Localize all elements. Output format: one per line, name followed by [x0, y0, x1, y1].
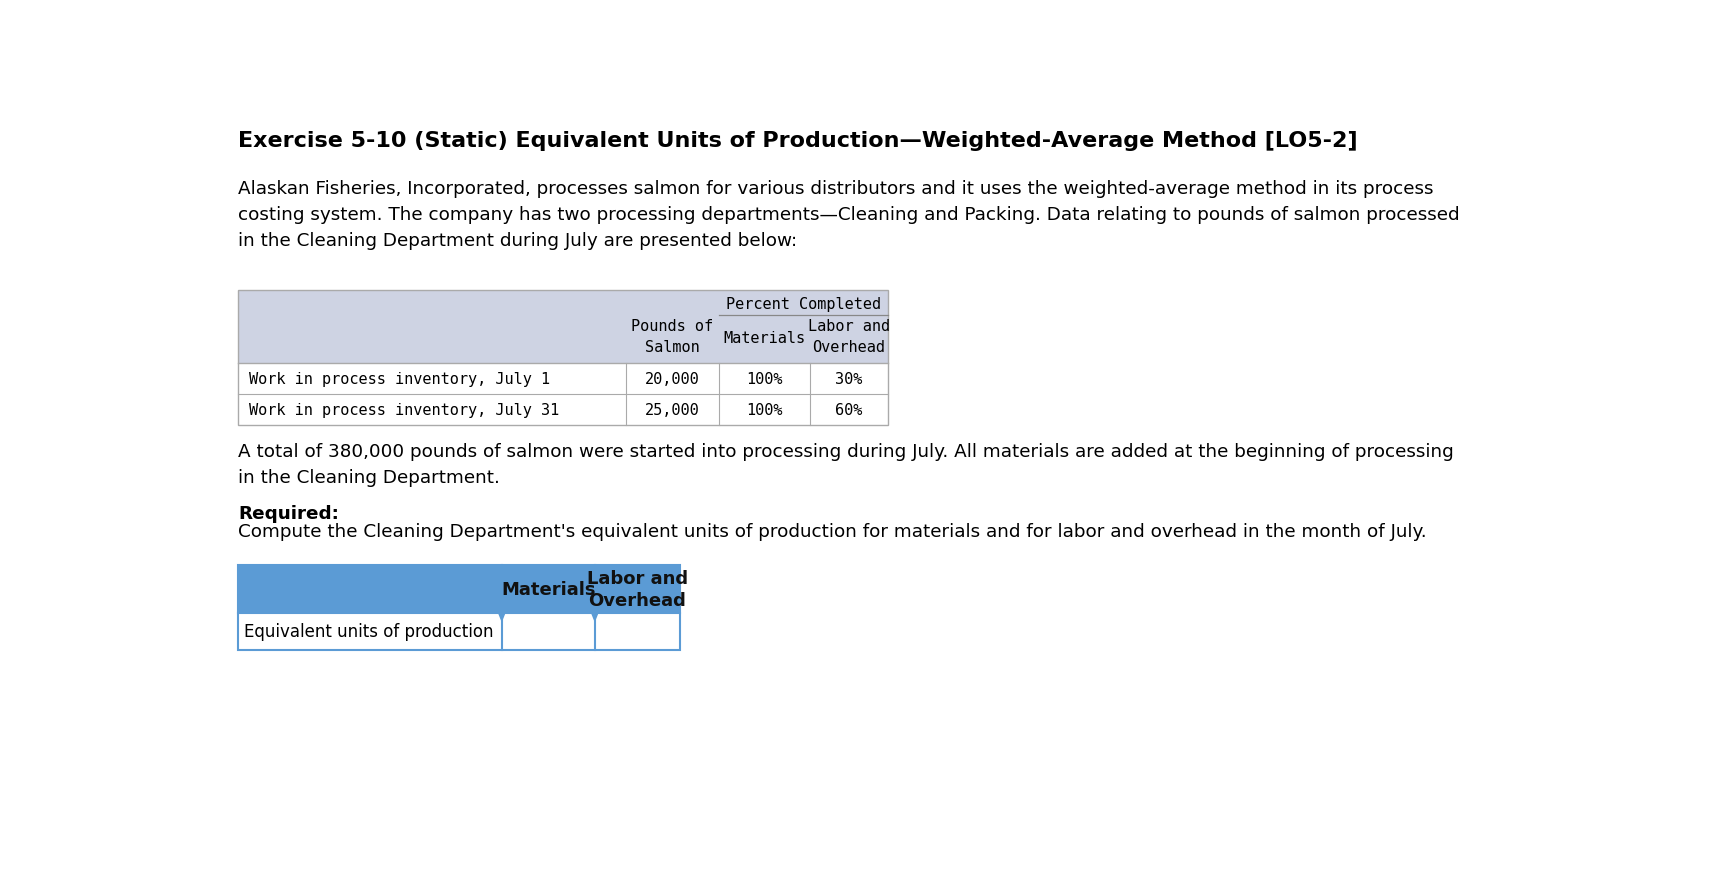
- Text: 30%: 30%: [836, 372, 863, 387]
- Text: Materials: Materials: [501, 580, 595, 598]
- Text: Labor and
Overhead: Labor and Overhead: [808, 319, 889, 354]
- Text: 20,000: 20,000: [645, 372, 700, 387]
- Text: 60%: 60%: [836, 402, 863, 417]
- Bar: [239, 291, 888, 425]
- Bar: [239, 565, 679, 650]
- Text: Work in process inventory, July 1: Work in process inventory, July 1: [249, 372, 550, 387]
- Polygon shape: [499, 613, 506, 621]
- Text: 100%: 100%: [746, 372, 783, 387]
- Bar: [239, 565, 679, 613]
- Text: Compute the Cleaning Department's equivalent units of production for materials a: Compute the Cleaning Department's equiva…: [239, 523, 1428, 540]
- Text: Materials: Materials: [724, 330, 805, 346]
- Bar: [239, 291, 888, 364]
- Bar: [239, 395, 888, 425]
- Text: Labor and
Overhead: Labor and Overhead: [587, 569, 688, 610]
- Text: Work in process inventory, July 31: Work in process inventory, July 31: [249, 402, 559, 417]
- Text: 100%: 100%: [746, 402, 783, 417]
- Text: Alaskan Fisheries, Incorporated, processes salmon for various distributors and i: Alaskan Fisheries, Incorporated, process…: [239, 179, 1460, 250]
- Bar: [239, 613, 679, 650]
- Text: Equivalent units of production: Equivalent units of production: [244, 623, 494, 641]
- Text: Pounds of
Salmon: Pounds of Salmon: [631, 319, 714, 354]
- Text: 25,000: 25,000: [645, 402, 700, 417]
- Text: Required:: Required:: [239, 504, 339, 522]
- Text: Percent Completed: Percent Completed: [726, 297, 881, 312]
- Polygon shape: [592, 613, 599, 621]
- Text: A total of 380,000 pounds of salmon were started into processing during July. Al: A total of 380,000 pounds of salmon were…: [239, 442, 1453, 486]
- Text: Exercise 5-10 (Static) Equivalent Units of Production—Weighted-Average Method [L: Exercise 5-10 (Static) Equivalent Units …: [239, 131, 1357, 151]
- Bar: [239, 364, 888, 395]
